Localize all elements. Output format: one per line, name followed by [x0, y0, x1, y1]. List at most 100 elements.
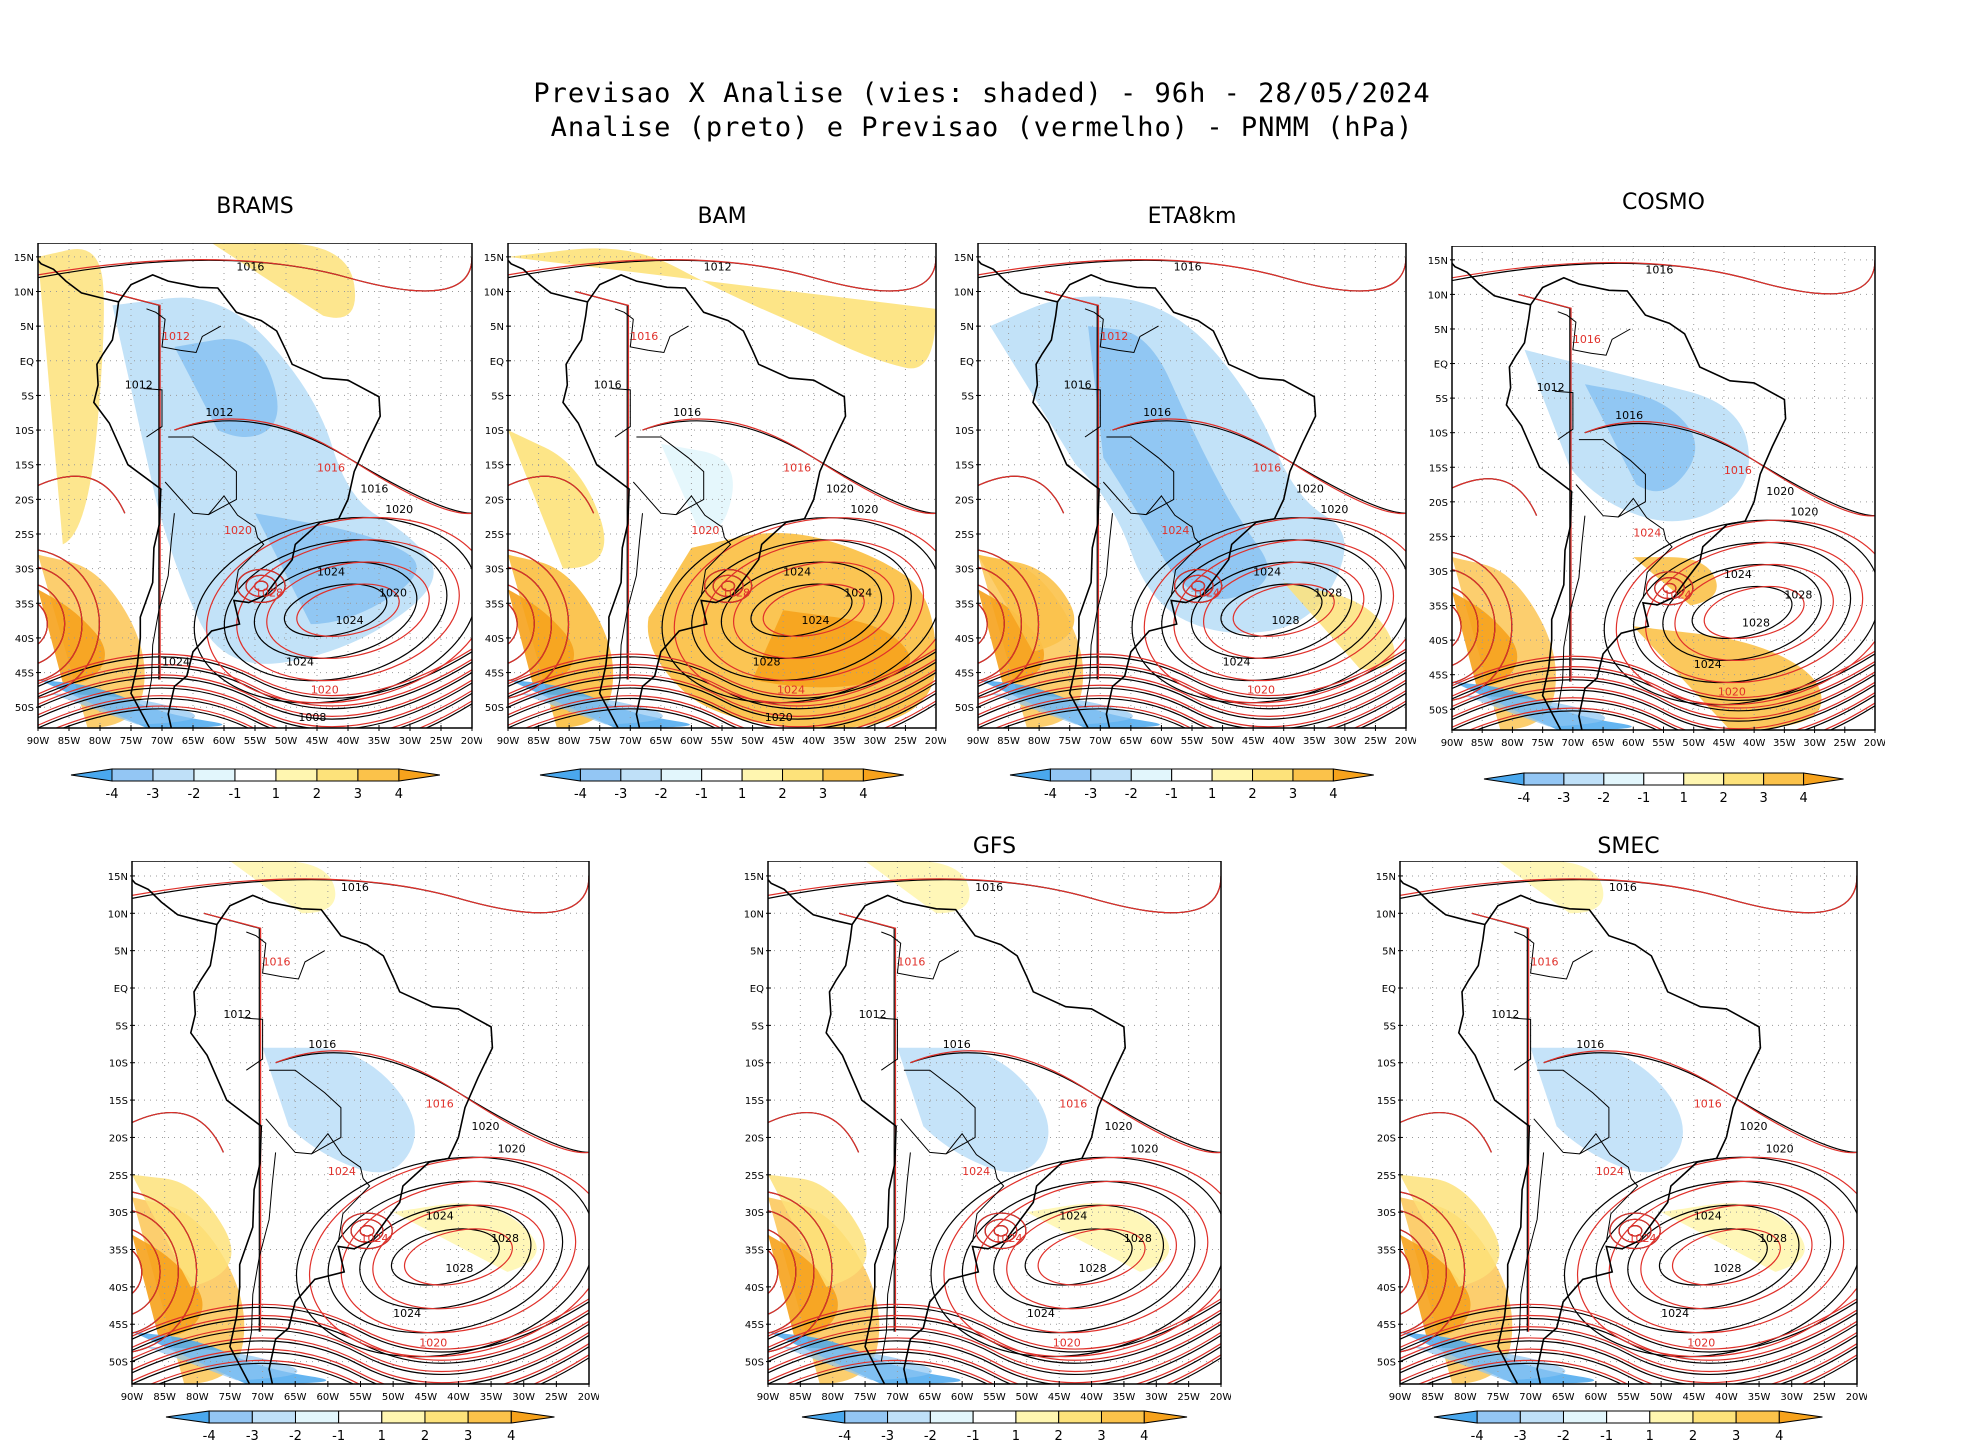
lon-tick-label: 25W: [430, 736, 453, 747]
lon-tick-label: 90W: [1441, 738, 1464, 749]
lat-tick-label: 40S: [955, 634, 974, 645]
lon-tick-label: 70W: [1089, 736, 1112, 747]
colorbar-label: -4: [838, 1429, 851, 1444]
lat-tick-label: 20S: [745, 1133, 764, 1144]
coastline: [562, 274, 847, 728]
lat-tick-label: 20S: [485, 495, 504, 506]
isobar-label: 1008: [298, 711, 326, 724]
figure-title-line1: Previsao X Analise (vies: shaded) - 96h …: [533, 78, 1431, 109]
isobar-label: 1024: [426, 1210, 454, 1223]
colorbar-label: -3: [146, 787, 159, 802]
lat-tick-label: 20S: [15, 495, 34, 506]
colorbar-label: 3: [464, 1429, 472, 1444]
colorbar-label: 1: [271, 787, 279, 802]
isobar-label: 1024: [1694, 1210, 1722, 1223]
lat-tick-label: 45S: [485, 669, 504, 680]
lat-tick-label: 25S: [955, 530, 974, 541]
isobar-label: 1020: [1296, 482, 1324, 495]
colorbar-label: -2: [655, 787, 668, 802]
lat-tick-label: 45S: [955, 669, 974, 680]
lat-tick-label: 10S: [485, 426, 504, 437]
isobar-label: 1016: [1143, 406, 1171, 419]
isobar-label: 1012: [1491, 1008, 1519, 1021]
lat-tick-label: EQ: [750, 984, 764, 995]
coastline: [1457, 894, 1762, 1384]
lon-tick-label: 80W: [89, 736, 112, 747]
isobar-label: 1020: [379, 586, 407, 599]
isobar-label: 1012: [205, 406, 233, 419]
isobar-label: 1012: [223, 1008, 251, 1021]
lat-tick-label: 10N: [14, 288, 34, 299]
isobar-label: 1024: [361, 1232, 389, 1245]
lon-tick-label: 50W: [382, 1392, 405, 1403]
colorbar-label: -3: [881, 1429, 894, 1444]
isobar-label: 1016: [1064, 379, 1092, 392]
lat-tick-label: 30S: [1429, 567, 1448, 578]
colorbar-4: -4 -3 -2 -1 1 2 3 4: [1483, 772, 1844, 806]
isobar-label: 1020: [1739, 1120, 1767, 1133]
isobar-label: 1024: [162, 656, 190, 669]
colorbar-label: -1: [695, 787, 708, 802]
colorbar-label: 4: [1140, 1429, 1148, 1444]
isobar-label: 1016: [308, 1038, 336, 1051]
lon-tick-label: 75W: [120, 736, 143, 747]
lat-tick-label: 30S: [955, 565, 974, 576]
isobar-label: 1020: [826, 482, 854, 495]
lat-tick-label: 40S: [485, 634, 504, 645]
lat-tick-label: 40S: [15, 634, 34, 645]
lat-tick-label: 5S: [1435, 394, 1448, 405]
lon-tick-label: 80W: [1501, 738, 1524, 749]
lon-tick-label: 90W: [757, 1392, 780, 1403]
lon-tick-label: 80W: [186, 1392, 209, 1403]
lon-tick-label: 25W: [545, 1392, 568, 1403]
isobar-label: 1016: [943, 1038, 971, 1051]
lon-tick-label: 45W: [414, 1392, 437, 1403]
lon-tick-label: 75W: [219, 1392, 242, 1403]
lat-tick-label: 15S: [1377, 1096, 1396, 1107]
lon-tick-label: 80W: [821, 1392, 844, 1403]
isobar-label: 1016: [783, 462, 811, 475]
lon-tick-label: 70W: [151, 736, 174, 747]
lon-tick-label: 65W: [918, 1392, 941, 1403]
lon-tick-label: 55W: [244, 736, 267, 747]
colorbar-label: 4: [507, 1429, 515, 1444]
lon-tick-label: 35W: [368, 736, 391, 747]
colorbar-label: 2: [1689, 1429, 1697, 1444]
colorbar-5: -4 -3 -2 -1 1 2 3 4: [166, 1410, 555, 1444]
figure-title-line2: Analise (preto) e Previsao (vermelho) - …: [550, 112, 1414, 143]
lat-tick-label: 30S: [745, 1208, 764, 1219]
isobar-label: 1024: [962, 1165, 990, 1178]
colorbar-label: -3: [1514, 1429, 1527, 1444]
lat-tick-label: 45S: [1377, 1320, 1396, 1331]
colorbar-label: 2: [421, 1429, 429, 1444]
isobar-label: 1016: [1576, 1038, 1604, 1051]
isobar-label: 1028: [753, 656, 781, 669]
lon-tick-label: 55W: [711, 736, 734, 747]
map-panel-5: 1016 1016 1012 1016 1016 1020 1020 1024 1024 1028…: [108, 861, 599, 1403]
lon-tick-label: 75W: [1531, 738, 1554, 749]
lon-tick-label: 45W: [1713, 738, 1736, 749]
colorbar-6: -4 -3 -2 -1 1 2 3 4: [801, 1410, 1188, 1444]
colorbar-label: 4: [1329, 787, 1337, 802]
isobar-label: 1020: [1766, 485, 1794, 498]
colorbar-label: 1: [1012, 1429, 1020, 1444]
isobar-label: 1020: [1790, 506, 1818, 519]
lat-tick-label: 10S: [1377, 1059, 1396, 1070]
lon-tick-label: 50W: [275, 736, 298, 747]
isobar-label: 1028: [1079, 1262, 1107, 1275]
lat-tick-label: 50S: [1429, 705, 1448, 716]
isobar-label: 1028: [1124, 1232, 1152, 1245]
lat-tick-label: 15N: [484, 253, 504, 264]
lon-tick-label: 50W: [1016, 1392, 1039, 1403]
lon-tick-label: 85W: [153, 1392, 176, 1403]
isobar-label: 1020: [385, 503, 413, 516]
lat-tick-label: 5S: [491, 391, 504, 402]
colorbar-label: -2: [1557, 1429, 1570, 1444]
lon-tick-label: 55W: [1181, 736, 1204, 747]
lat-tick-label: 5N: [490, 322, 504, 333]
isobar-label: 1024: [286, 656, 314, 669]
lat-tick-label: EQ: [114, 984, 128, 995]
lat-tick-label: EQ: [1434, 360, 1448, 371]
colorbar-label: 3: [353, 787, 361, 802]
lat-tick-label: EQ: [1382, 984, 1396, 995]
